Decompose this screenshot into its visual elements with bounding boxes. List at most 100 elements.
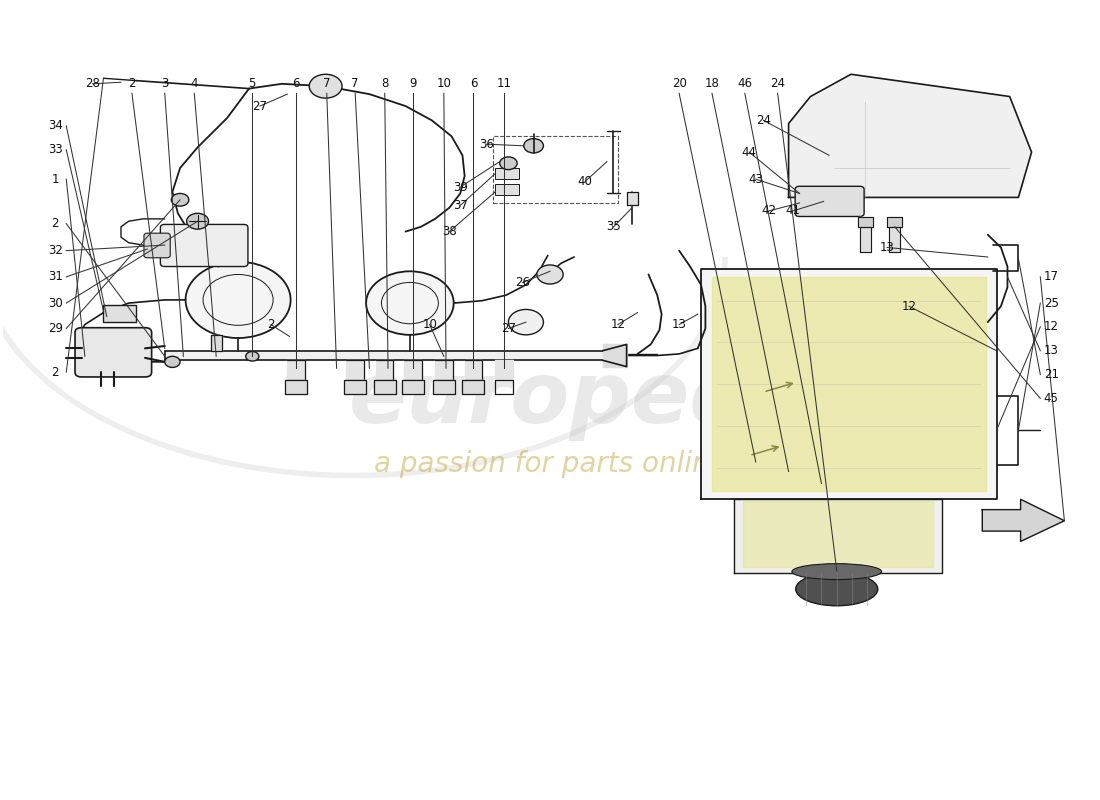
Polygon shape xyxy=(712,277,986,491)
Bar xyxy=(495,184,519,195)
Circle shape xyxy=(165,356,180,367)
Text: 38: 38 xyxy=(442,225,456,238)
Text: 10: 10 xyxy=(437,78,451,90)
FancyBboxPatch shape xyxy=(161,225,248,266)
Text: 10: 10 xyxy=(422,318,437,331)
Text: 4: 4 xyxy=(190,78,198,90)
Circle shape xyxy=(524,138,543,153)
Text: 2: 2 xyxy=(129,78,135,90)
Circle shape xyxy=(537,265,563,284)
Circle shape xyxy=(508,310,543,335)
Polygon shape xyxy=(403,380,425,394)
Ellipse shape xyxy=(792,564,881,579)
Text: 31: 31 xyxy=(48,270,63,283)
Text: 8: 8 xyxy=(381,78,388,90)
Polygon shape xyxy=(789,74,1032,198)
Text: 2: 2 xyxy=(267,318,275,331)
Text: 1: 1 xyxy=(52,173,59,186)
Text: 28: 28 xyxy=(85,78,100,90)
Text: 27: 27 xyxy=(253,99,267,113)
Text: 17: 17 xyxy=(1044,270,1059,283)
Polygon shape xyxy=(346,360,364,380)
Text: 46: 46 xyxy=(737,78,752,90)
Text: 37: 37 xyxy=(453,199,468,212)
Text: 12: 12 xyxy=(1044,321,1059,334)
Circle shape xyxy=(245,351,258,361)
Text: 41: 41 xyxy=(785,205,801,218)
Polygon shape xyxy=(734,499,942,573)
Circle shape xyxy=(186,262,290,338)
Text: 34: 34 xyxy=(48,119,63,133)
Text: 27: 27 xyxy=(500,322,516,335)
Text: 6: 6 xyxy=(293,78,300,90)
Text: 7: 7 xyxy=(323,78,330,90)
Text: 26: 26 xyxy=(515,276,530,289)
Text: 7: 7 xyxy=(351,78,359,90)
Polygon shape xyxy=(165,350,607,360)
Circle shape xyxy=(366,271,453,335)
Text: 11: 11 xyxy=(496,78,512,90)
Polygon shape xyxy=(287,360,305,380)
Polygon shape xyxy=(436,360,452,380)
Text: 40: 40 xyxy=(578,175,593,188)
Polygon shape xyxy=(701,269,997,499)
Polygon shape xyxy=(627,192,638,206)
FancyBboxPatch shape xyxy=(75,328,152,377)
Text: 5: 5 xyxy=(249,78,256,90)
Polygon shape xyxy=(982,499,1065,542)
Polygon shape xyxy=(495,360,513,380)
Text: 13: 13 xyxy=(672,318,686,331)
Polygon shape xyxy=(405,360,422,380)
Polygon shape xyxy=(742,501,933,567)
Text: 35: 35 xyxy=(606,220,620,234)
Circle shape xyxy=(499,157,517,170)
Text: 12: 12 xyxy=(902,300,916,313)
Polygon shape xyxy=(344,380,366,394)
FancyBboxPatch shape xyxy=(795,186,865,217)
Text: 6: 6 xyxy=(470,78,477,90)
Polygon shape xyxy=(462,380,484,394)
Text: 29: 29 xyxy=(47,322,63,335)
Text: 21: 21 xyxy=(1044,368,1059,381)
Text: 43: 43 xyxy=(748,173,763,186)
FancyBboxPatch shape xyxy=(144,233,170,258)
Polygon shape xyxy=(889,227,900,252)
Polygon shape xyxy=(376,360,394,380)
Text: 18: 18 xyxy=(704,78,719,90)
Text: 2: 2 xyxy=(52,217,59,230)
Text: a passion for parts online: a passion for parts online xyxy=(374,450,726,478)
Text: 45: 45 xyxy=(1044,392,1058,405)
Text: 2: 2 xyxy=(52,366,59,378)
Polygon shape xyxy=(433,380,454,394)
Bar xyxy=(103,305,136,322)
Text: 25: 25 xyxy=(1044,297,1058,310)
Polygon shape xyxy=(374,380,396,394)
Polygon shape xyxy=(858,218,873,227)
Polygon shape xyxy=(887,218,902,227)
Text: europed: europed xyxy=(349,358,751,442)
Text: 30: 30 xyxy=(48,297,63,310)
Bar xyxy=(495,168,519,179)
Text: 24: 24 xyxy=(770,78,785,90)
Circle shape xyxy=(172,194,189,206)
Text: 13: 13 xyxy=(1044,344,1058,358)
Ellipse shape xyxy=(795,572,878,606)
Polygon shape xyxy=(860,227,871,252)
Polygon shape xyxy=(464,360,482,380)
Text: 13: 13 xyxy=(880,241,894,254)
Text: 42: 42 xyxy=(761,205,777,218)
Circle shape xyxy=(187,214,209,229)
Text: 33: 33 xyxy=(48,143,63,156)
Text: 9: 9 xyxy=(409,78,417,90)
Text: 39: 39 xyxy=(453,181,468,194)
Polygon shape xyxy=(285,380,307,394)
Text: 44: 44 xyxy=(741,146,757,158)
Text: 12: 12 xyxy=(610,318,626,331)
Text: 36: 36 xyxy=(480,138,494,150)
Polygon shape xyxy=(603,344,627,366)
Polygon shape xyxy=(211,335,222,350)
Circle shape xyxy=(309,74,342,98)
Text: 32: 32 xyxy=(48,244,63,257)
Text: 3: 3 xyxy=(161,78,168,90)
Text: 24: 24 xyxy=(756,114,771,127)
